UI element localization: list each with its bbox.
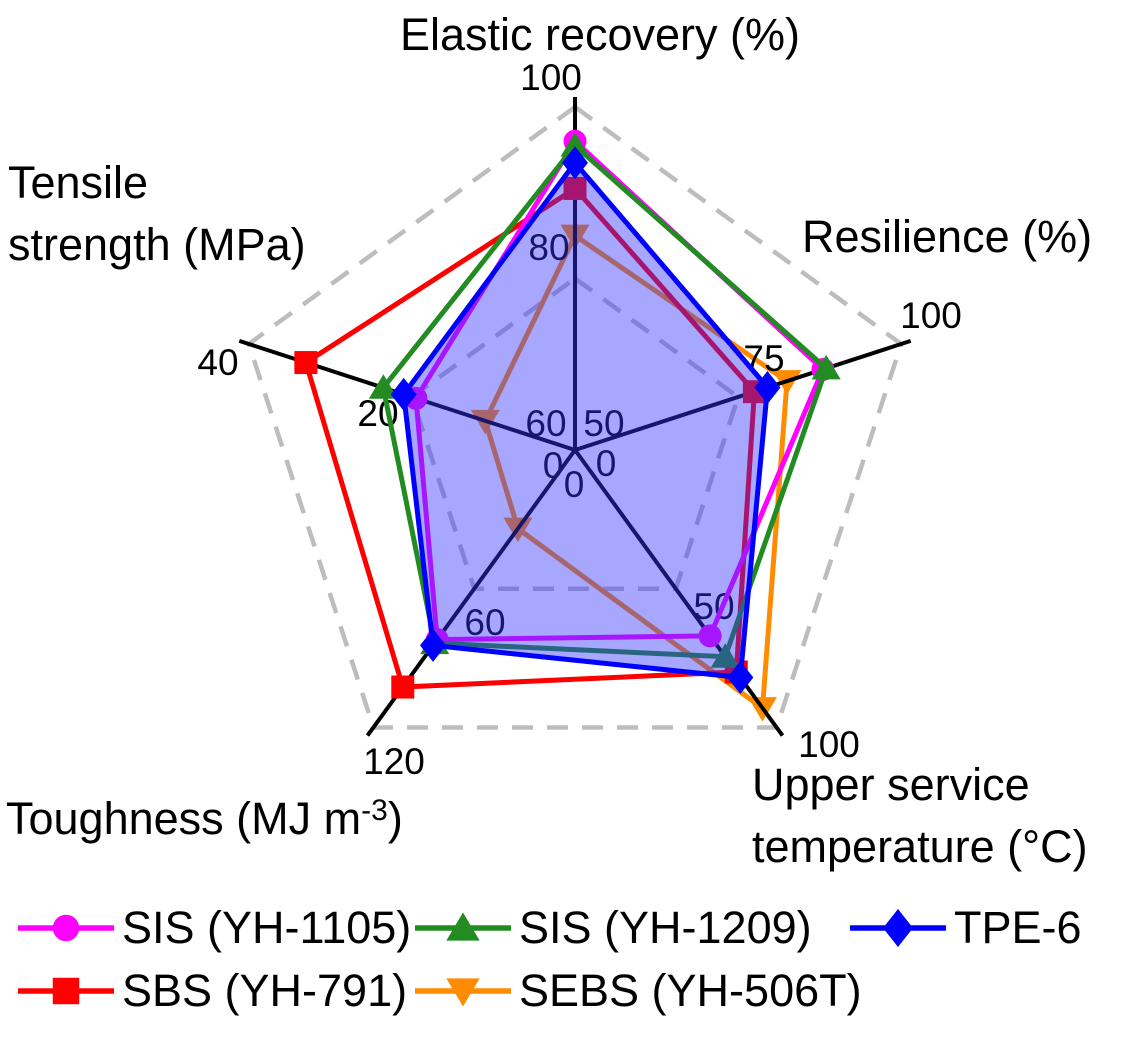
marker-square [391,675,415,699]
series-sis-yh-1209- [368,132,841,668]
legend-label: TPE-6 [954,902,1082,953]
axis-spoke [574,338,912,452]
marker-diamond [562,146,588,180]
tick-label: 80 [528,227,569,268]
legend-label: SIS (YH-1209) [519,902,812,953]
legend-label: SIS (YH-1105) [122,902,412,953]
marker-triangle-down [446,978,480,1007]
legend-item-sebs-yh506t: SEBS (YH-506T) [413,966,862,1016]
marker-diamond [754,370,781,404]
legend-marker-square-icon [18,977,114,1005]
marker-triangle-up [446,912,480,941]
legend-item-sis-yh1105: SIS (YH-1105) [16,903,411,953]
tick-label: 60 [525,403,566,444]
marker-triangle-up [368,374,398,399]
axis-title-resilience: Resilience (%) [802,211,1093,262]
tick-label: 40 [197,342,238,383]
tick-label: 0 [543,445,564,486]
series-polygon [302,185,757,690]
series-sebs-yh-506t- [470,224,802,722]
marker-triangle-up [710,643,740,668]
axis-title-tensile-line2: strength (MPa) [8,219,306,270]
axis-title-toughness: Toughness (MJ m-3) [6,780,403,850]
marker-triangle-up [560,132,590,157]
axis-title-ust-line2: temperature (°C) [752,821,1088,872]
tick-label: 100 [520,57,582,98]
legend-marker-triangle-down-icon [415,978,511,1007]
grid-ring [246,104,904,730]
toughness-title-superscript: -3 [361,794,388,827]
marker-circle [52,914,80,942]
series-tpe-6 [390,146,781,695]
axis-title-upper-service-temperature: Upper service temperature (°C) [752,754,1088,878]
legend-marker-circle-icon [18,914,114,942]
series-polygon [401,158,771,681]
toughness-title-main: Toughness (MJ m [6,793,362,844]
marker-square [294,351,318,375]
tick-label: 60 [464,602,505,643]
axis-title-elastic-recovery: Elastic recovery (%) [399,9,801,60]
legend-item-sbs-yh791: SBS (YH-791) [16,966,407,1016]
axis-spoke [573,448,785,737]
tick-label: 0 [564,464,585,505]
marker-square [52,977,80,1005]
legend-item-tpe6: TPE-6 [848,903,1082,953]
marker-diamond [390,377,417,411]
axis-title-tensile-strength: Tensile strength (MPa) [8,152,306,276]
tick-label: 100 [900,295,962,336]
grid-pentagons [246,104,904,730]
marker-diamond [883,909,913,947]
tick-label: 75 [743,338,784,379]
legend-label: SBS (YH-791) [122,965,408,1016]
marker-square [563,176,587,200]
legend-item-sis-yh1209: SIS (YH-1209) [413,903,812,953]
marker-circle [698,624,722,648]
series-polygon [482,231,790,713]
tick-label: 120 [363,741,425,782]
legend-label: SEBS (YH-506T) [519,965,862,1016]
tick-label: 50 [583,403,624,444]
legend-marker-triangle-up-icon [415,912,511,941]
toughness-title-end: ) [387,793,403,844]
tick-label: 100 [798,724,860,765]
axis-title-tensile-line1: Tensile [8,157,149,208]
marker-diamond [727,661,754,695]
series-polygon [380,141,830,660]
marker-diamond [420,628,447,662]
axis-title-ust-line1: Upper service [752,759,1030,810]
grid-ring [409,275,741,591]
legend-marker-diamond-icon [850,909,946,947]
marker-triangle-up [811,354,841,380]
tick-label: 0 [596,443,617,484]
